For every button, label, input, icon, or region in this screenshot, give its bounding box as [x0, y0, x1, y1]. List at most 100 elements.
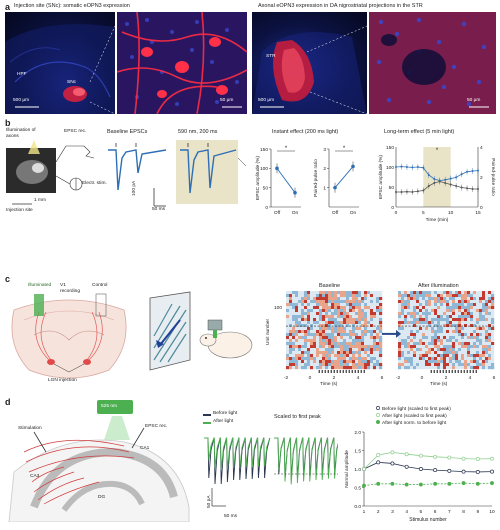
raster-cell: [437, 309, 441, 313]
raster-cell: [313, 342, 317, 346]
raster-cell: [373, 318, 377, 322]
data-point: [362, 483, 366, 488]
raster-cell: [452, 333, 456, 337]
raster-cell: [325, 327, 329, 331]
raster-cell: [352, 315, 356, 319]
raster-cell: [413, 303, 417, 307]
raster-cell: [428, 291, 432, 295]
scale-1mm: 1 mm: [34, 198, 46, 203]
raster-cell: [470, 333, 474, 337]
raster-cell: [482, 330, 486, 334]
raster-cell: [428, 309, 432, 313]
raster-cell: [443, 321, 447, 325]
data-point: [475, 457, 480, 461]
raster-cell: [464, 306, 468, 310]
raster-cell: [355, 354, 359, 358]
x-tick-label: On: [350, 210, 357, 216]
raster-cell: [307, 339, 311, 343]
raster-cell: [376, 291, 380, 295]
x-tick-label: 0: [309, 375, 312, 381]
raster-cell: [319, 363, 323, 367]
raster-cell: [482, 297, 486, 301]
raster-cell: [373, 303, 377, 307]
raster-cell: [346, 297, 350, 301]
stimulus-tick: [333, 370, 335, 373]
raster-cell: [455, 297, 459, 301]
raster-cell: [364, 312, 368, 316]
raster-cell: [373, 300, 377, 304]
raster-cell: [337, 351, 341, 355]
raster-cell: [313, 318, 317, 322]
raster-cell: [410, 309, 414, 313]
raster-cell: [307, 318, 311, 322]
raster-cell: [410, 318, 414, 322]
raster-cell: [316, 342, 320, 346]
raster-cell: [328, 333, 332, 337]
raster-cell: [364, 294, 368, 298]
raster-cell: [358, 357, 362, 361]
raster-cell: [404, 300, 408, 304]
raster-cell: [340, 294, 344, 298]
raster-cell: [346, 345, 350, 349]
raster-cell: [452, 348, 456, 352]
raster-cell: [452, 291, 456, 295]
raster-cell: [413, 324, 417, 328]
raster-cell: [443, 318, 447, 322]
raster-cell: [482, 357, 486, 361]
x-tick-label: 5: [422, 210, 425, 216]
raster-cell: [358, 306, 362, 310]
raster-cell: [370, 366, 374, 370]
raster-cell: [301, 303, 305, 307]
raster-cell: [452, 351, 456, 355]
raster-cell: [340, 363, 344, 367]
raster-cell: [488, 297, 492, 301]
raster-cell: [473, 306, 477, 310]
raster-cell: [355, 324, 359, 328]
raster-cell: [310, 306, 314, 310]
raster-cell: [289, 354, 293, 358]
raster-cell: [298, 330, 302, 334]
raster-cell: [470, 315, 474, 319]
raster-cell: [485, 309, 489, 313]
raster-cell: [461, 342, 465, 346]
raster-cell: [334, 363, 338, 367]
raster-cell: [343, 351, 347, 355]
raster-cell: [491, 297, 495, 301]
raster-cell: [461, 297, 465, 301]
raster-cell: [491, 357, 495, 361]
raster-cell: [452, 342, 456, 346]
raster-cell: [346, 321, 350, 325]
raster-cell: [370, 297, 374, 301]
raster-cell: [488, 345, 492, 349]
raster-cell: [410, 312, 414, 316]
raster-cell: [343, 363, 347, 367]
raster-cell: [407, 324, 411, 328]
stimulus-tick: [339, 370, 341, 373]
raster-cell: [416, 315, 420, 319]
raster-cell: [476, 312, 480, 316]
raster-cell: [479, 345, 483, 349]
raster-cell: [292, 348, 296, 352]
raster-cell: [485, 324, 489, 328]
raster-cell: [434, 327, 438, 331]
raster-cell: [298, 303, 302, 307]
raster-cell: [286, 294, 290, 298]
raster-cell: [404, 291, 408, 295]
raster-cell: [428, 354, 432, 358]
legend-marker: [376, 406, 380, 410]
raster-cell: [482, 303, 486, 307]
raster-cell: [322, 291, 326, 295]
raster-cell: [407, 360, 411, 364]
raster-cell: [367, 303, 371, 307]
data-point: [275, 166, 279, 171]
raster-cell: [464, 339, 468, 343]
raster-cell: [325, 321, 329, 325]
raster-cell: [349, 291, 353, 295]
raster-cell: [476, 300, 480, 304]
raster-cell: [458, 333, 462, 337]
raster-cell: [367, 318, 371, 322]
raster-plots: -2 0 2 4 6 -2 0 2 4 6: [284, 291, 496, 381]
raster-cell: [431, 291, 435, 295]
raster-cell: [355, 294, 359, 298]
raster-cell: [364, 366, 368, 370]
